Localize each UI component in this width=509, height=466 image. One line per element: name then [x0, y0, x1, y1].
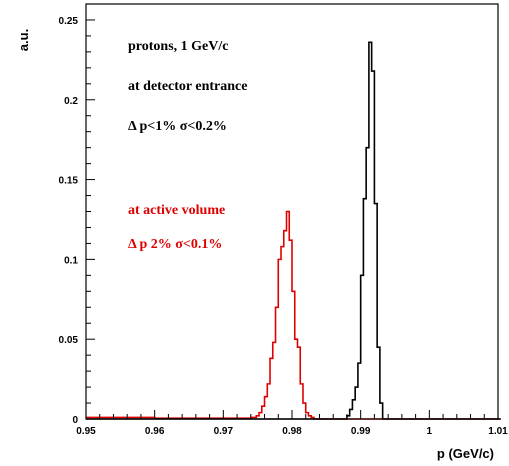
x-tick-label: 1.01 [488, 426, 508, 437]
annotation-active-resolution: Δ p 2% σ<0.1% [128, 237, 222, 252]
y-tick-label: 0.1 [64, 255, 78, 266]
y-tick-label: 0 [72, 415, 78, 426]
x-tick-label: 0.95 [76, 426, 96, 437]
x-tick-label: 0.97 [214, 426, 234, 437]
annotation-active-volume: at active volume [128, 203, 225, 218]
annotation-particle: protons, 1 GeV/c [128, 39, 228, 54]
y-tick-label: 0.05 [59, 335, 79, 346]
x-tick-label: 0.96 [145, 426, 165, 437]
y-tick-label: 0.2 [64, 96, 78, 107]
histogram-series-2 [86, 41, 501, 420]
series-layer [86, 41, 501, 420]
y-axis-title: a.u. [16, 29, 31, 51]
annotation-entrance-resolution: Δ p<1% σ<0.2% [128, 119, 227, 134]
x-axis-title: p (GeV/c) [437, 446, 494, 461]
annotation-detector-entrance: at detector entrance [128, 79, 247, 94]
tick-layer: 0.95 0.96 0.97 0.98 0.99 1 1.01 0 0.05 0.1 0.15 0.2… [59, 3, 508, 437]
plot-frame [85, 3, 499, 420]
x-tick-label: 1 [427, 426, 433, 437]
y-tick-label: 0.15 [59, 176, 79, 187]
histogram-series-1 [86, 210, 501, 420]
x-tick-label: 0.99 [351, 426, 371, 437]
x-tick-label: 0.98 [282, 426, 302, 437]
y-tick-label: 0.25 [59, 16, 79, 27]
